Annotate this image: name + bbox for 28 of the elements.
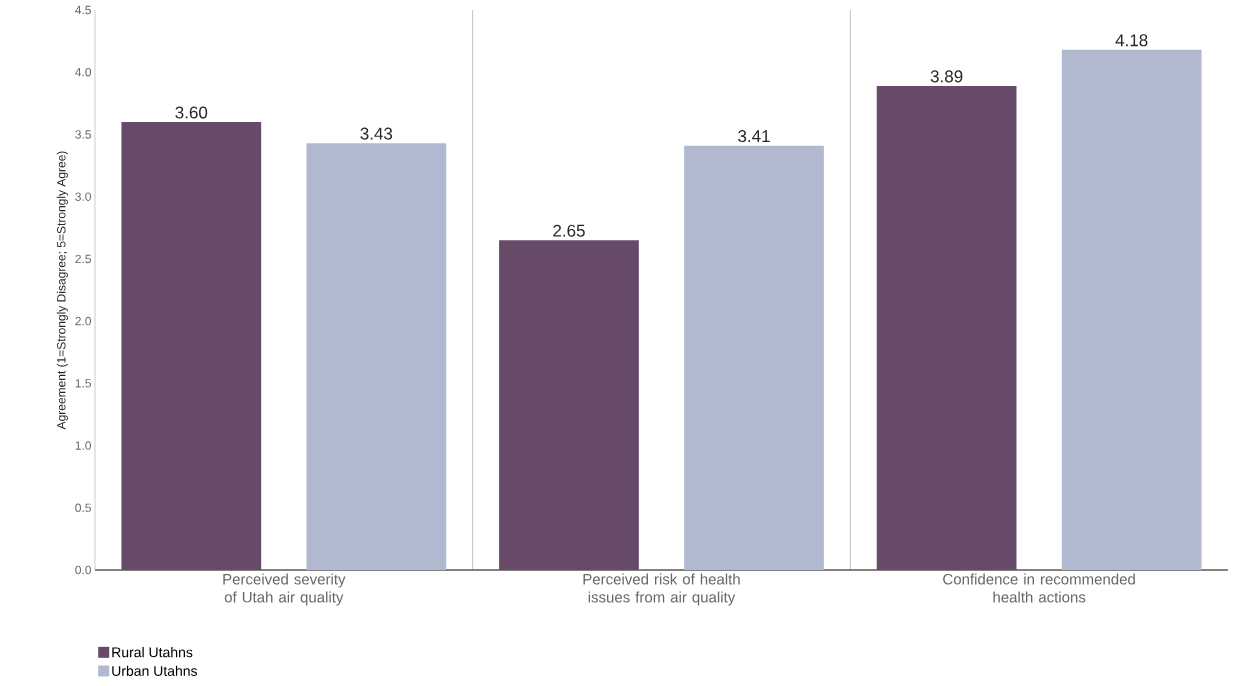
data-label: 3.43 [360,127,393,140]
y-tick-label: 0.5 [75,503,91,513]
y-tick-label: 3.5 [75,130,91,139]
y-axis-title: Agreement (1=Strongly Disagree; 5=Strongly Agree) [56,151,68,430]
y-tick-label: 4.5 [75,5,91,15]
y-tick-label: 0.0 [75,565,92,575]
x-tick-label: Perceived severity of Utah air quality [223,573,346,606]
y-tick-label: 1.5 [75,379,91,388]
y-tick-label: 1.0 [75,441,92,450]
data-label: 4.18 [1115,34,1148,47]
data-label: 2.65 [553,224,585,237]
legend-label: Urban Utahns [112,665,198,676]
bar [684,145,824,570]
y-tick-label: 3.0 [75,192,92,201]
x-tick-label: Perceived risk of health issues from air quality [583,573,740,606]
bar [306,143,447,570]
data-label: 3.41 [738,130,770,143]
y-tick-label: 2.5 [75,254,91,264]
bar [499,240,639,570]
bar [876,85,1017,570]
x-tick-label: Confidence in recommended health actions [943,573,1135,603]
data-label: 3.60 [175,106,208,119]
legend-label: Rural Utahns [112,647,193,658]
data-label: 3.89 [930,70,963,83]
y-tick-label: 2.0 [75,316,92,326]
y-tick-label: 4.0 [75,67,92,77]
bar [1061,49,1202,570]
bar [121,122,262,570]
